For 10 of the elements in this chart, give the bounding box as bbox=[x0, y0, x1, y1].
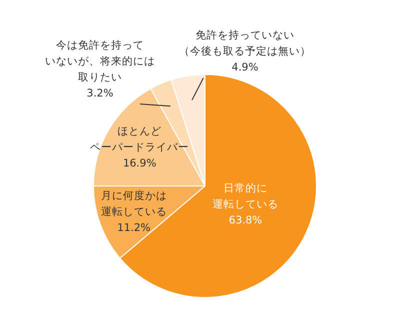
data-label: 4.9% bbox=[232, 62, 258, 74]
slice-label: 日常的に運転している bbox=[212, 181, 278, 210]
data-label: 63.8% bbox=[228, 214, 262, 226]
data-label: 11.2% bbox=[117, 222, 151, 234]
data-label: 3.2% bbox=[86, 88, 114, 100]
slice-label: 免許を持っていない（今後も取る予定は無い） bbox=[179, 28, 311, 58]
slice-label: 月に何度かは運転している bbox=[100, 188, 167, 218]
slice-label: ほとんどペーパードライバー bbox=[90, 125, 190, 154]
data-label: 16.9% bbox=[122, 157, 156, 170]
slice-label: 今は免許を持っていないが、将来的には取りたい bbox=[45, 38, 155, 84]
